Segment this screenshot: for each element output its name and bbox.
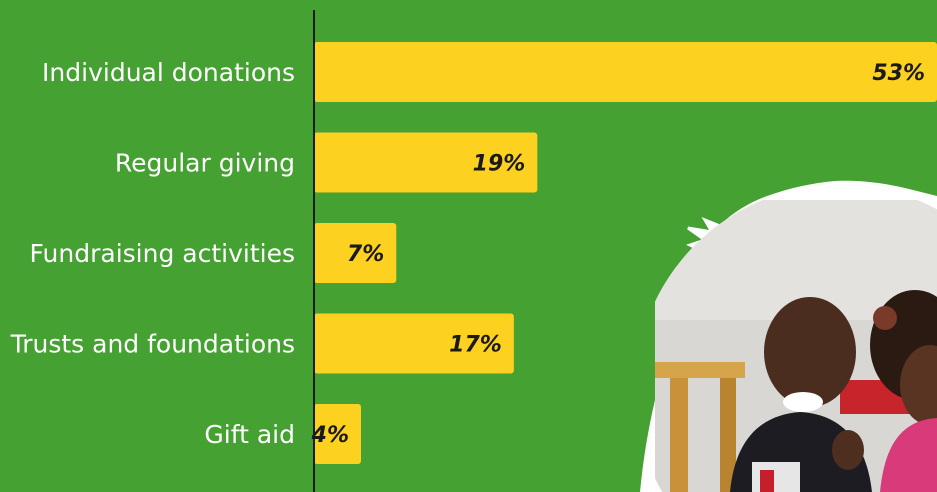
category-label-3: Trusts and foundations xyxy=(10,330,295,359)
value-label-2: 7% xyxy=(347,242,384,267)
category-label-0: Individual donations xyxy=(42,58,295,87)
bars-group xyxy=(314,42,937,464)
bar-1 xyxy=(314,132,538,193)
value-label-0: 53% xyxy=(872,61,925,86)
value-label-3: 17% xyxy=(449,333,502,358)
bar-4 xyxy=(314,404,362,464)
category-label-4: Gift aid xyxy=(204,420,295,449)
category-label-2: Fundraising activities xyxy=(30,239,295,268)
value-label-1: 19% xyxy=(473,152,526,177)
category-labels: Individual donations Regular giving Fundra… xyxy=(10,58,295,449)
bar-2 xyxy=(314,223,397,283)
value-labels: 53% 19% 7% 17% 4% xyxy=(311,61,925,448)
bar-0 xyxy=(314,42,937,102)
category-label-1: Regular giving xyxy=(115,149,295,178)
bar-3 xyxy=(314,313,514,374)
value-label-4: 4% xyxy=(311,423,349,448)
children-photo xyxy=(640,180,937,492)
